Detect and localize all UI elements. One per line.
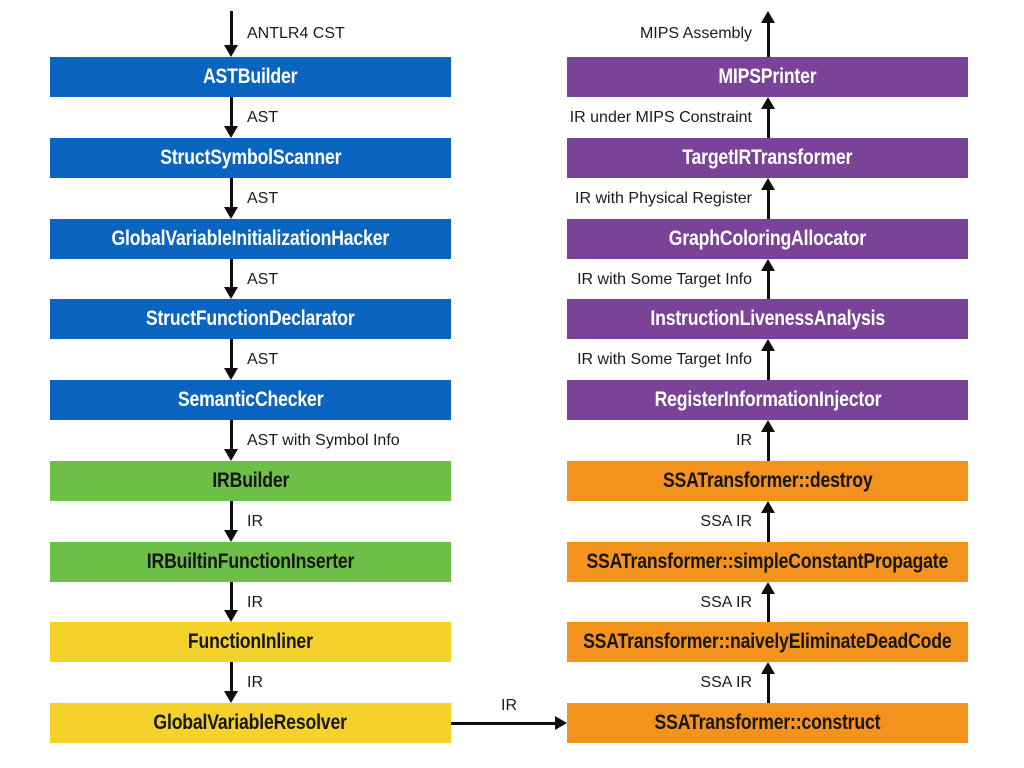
edge-label: SSA IR: [700, 674, 752, 691]
flow-arrow-down-icon: [223, 420, 239, 461]
edge-label: IR under MIPS Constraint: [569, 109, 752, 126]
node-label: SSATransformer::simpleConstantPropagate: [586, 550, 949, 573]
edge-label: AST with Symbol Info: [247, 432, 400, 449]
node-ssatransformer-destroy: SSATransformer::destroy: [567, 461, 968, 501]
flow-arrow-up-icon: [760, 11, 776, 57]
node-globalvariableinitializationhacker: GlobalVariableInitializationHacker: [50, 219, 451, 259]
node-label: SSATransformer::destroy: [662, 469, 873, 492]
output-label: MIPS Assembly: [639, 25, 752, 42]
edge-label: AST: [247, 271, 279, 288]
node-label: StructSymbolScanner: [159, 146, 342, 169]
node-astbuilder: ASTBuilder: [50, 57, 451, 97]
flow-arrow-up-icon: [760, 259, 776, 299]
edge-label: AST: [247, 109, 279, 126]
node-mipsprinter: MIPSPrinter: [567, 57, 968, 97]
flow-arrow-up-icon: [760, 339, 776, 380]
node-label: FunctionInliner: [188, 630, 313, 653]
flow-arrow-down-icon: [223, 662, 239, 703]
node-ssatransformer-simpleconstantpropagate: SSATransformer::simpleConstantPropagate: [567, 542, 968, 582]
node-label: ASTBuilder: [203, 65, 298, 88]
node-structsymbolscanner: StructSymbolScanner: [50, 138, 451, 178]
node-irbuiltinfunctioninserter: IRBuiltinFunctionInserter: [50, 542, 451, 582]
edge-label: IR: [247, 674, 263, 691]
node-label: IRBuiltinFunctionInserter: [146, 550, 355, 573]
edge-label: IR with Physical Register: [575, 190, 752, 207]
node-label: TargetIRTransformer: [682, 146, 853, 169]
flow-arrow-up-icon: [760, 501, 776, 542]
edge-label: IR: [247, 594, 263, 611]
node-functioninliner: FunctionInliner: [50, 622, 451, 662]
node-graphcoloringallocator: GraphColoringAllocator: [567, 219, 968, 259]
node-label: IRBuilder: [212, 469, 289, 492]
input-label: ANTLR4 CST: [247, 25, 345, 42]
edge-label: SSA IR: [700, 594, 752, 611]
node-label: RegisterInformationInjector: [654, 388, 881, 411]
flow-arrow-down-icon: [223, 259, 239, 299]
flow-arrow-up-icon: [760, 420, 776, 461]
flow-arrow-up-icon: [760, 178, 776, 219]
node-ssatransformer-naivelyeliminatedeadcode: SSATransformer::naivelyEliminateDeadCode: [567, 622, 968, 662]
edge-label: IR with Some Target Info: [577, 271, 752, 288]
node-semanticchecker: SemanticChecker: [50, 380, 451, 420]
flow-arrow-up-icon: [760, 97, 776, 138]
node-label: MIPSPrinter: [718, 65, 817, 88]
edge-label: IR with Some Target Info: [577, 351, 752, 368]
flow-arrow-down-icon: [223, 97, 239, 138]
flow-arrow-down-icon: [223, 339, 239, 380]
node-registerinformationinjector: RegisterInformationInjector: [567, 380, 968, 420]
edge-label: IR: [247, 513, 263, 530]
flow-arrow-down-icon: [223, 178, 239, 219]
node-label: SemanticChecker: [177, 388, 324, 411]
edge-label: AST: [247, 190, 279, 207]
node-ssatransformer-construct: SSATransformer::construct: [567, 703, 968, 743]
edge-label: IR: [736, 432, 752, 449]
edge-label: AST: [247, 351, 279, 368]
flow-arrow-up-icon: [760, 582, 776, 622]
node-instructionlivenessanalysis: InstructionLivenessAnalysis: [567, 299, 968, 339]
node-label: InstructionLivenessAnalysis: [650, 307, 885, 330]
edge-label: SSA IR: [700, 513, 752, 530]
node-label: SSATransformer::naivelyEliminateDeadCode: [583, 630, 952, 653]
node-globalvariableresolver: GlobalVariableResolver: [50, 703, 451, 743]
node-structfunctiondeclarator: StructFunctionDeclarator: [50, 299, 451, 339]
flow-arrow-down-icon: [223, 501, 239, 542]
node-label: SSATransformer::construct: [654, 711, 881, 734]
flow-arrow-down-icon: [223, 582, 239, 622]
edge-label: IR: [501, 697, 517, 714]
flow-arrow-right-icon: [451, 715, 567, 731]
flow-arrow-up-icon: [760, 662, 776, 703]
node-label: GraphColoringAllocator: [668, 227, 867, 250]
flow-arrow-down-icon: [223, 11, 239, 57]
node-label: GlobalVariableResolver: [153, 711, 348, 734]
node-targetirtransformer: TargetIRTransformer: [567, 138, 968, 178]
node-irbuilder: IRBuilder: [50, 461, 451, 501]
node-label: StructFunctionDeclarator: [146, 307, 355, 330]
node-label: GlobalVariableInitializationHacker: [111, 227, 390, 250]
